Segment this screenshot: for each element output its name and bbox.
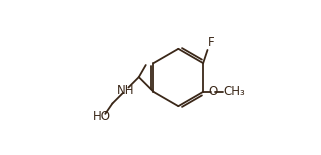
- Text: F: F: [208, 36, 215, 49]
- Text: NH: NH: [117, 84, 134, 97]
- Text: O: O: [208, 85, 217, 98]
- Text: CH₃: CH₃: [223, 85, 245, 98]
- Text: HO: HO: [93, 110, 111, 123]
